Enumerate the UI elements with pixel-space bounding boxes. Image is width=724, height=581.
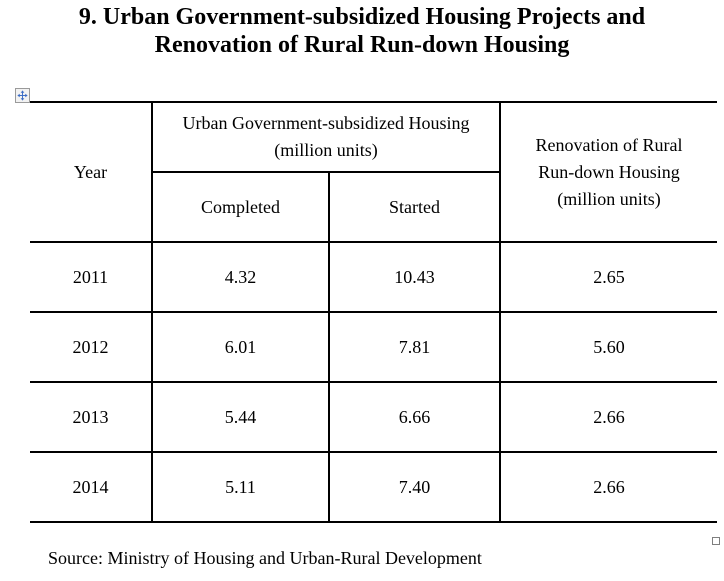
cell-started: 10.43 [327, 241, 502, 313]
header-rural-line2: Run-down Housing [538, 161, 680, 182]
header-cell-rural: Renovation of Rural Run-down Housing (mi… [499, 101, 718, 243]
table-resize-handle[interactable] [712, 537, 720, 545]
cell-started: 6.66 [327, 381, 502, 453]
table-row: 2012 6.01 7.81 5.60 [30, 311, 718, 383]
cell-completed: 4.32 [151, 241, 330, 313]
table-row: 2014 5.11 7.40 2.66 [30, 451, 718, 523]
page-title-line2: Renovation of Rural Run-down Housing [154, 32, 570, 58]
cell-rural: 2.65 [499, 241, 718, 313]
page-title-line1: 9. Urban Government-subsidized Housing P… [78, 4, 646, 30]
header-rural-line3: (million units) [557, 188, 661, 209]
cell-year: 2014 [30, 451, 153, 523]
cell-completed: 5.11 [151, 451, 330, 523]
cell-started: 7.40 [327, 451, 502, 523]
housing-table: Year Urban Government-subsidized Housing… [30, 101, 718, 523]
header-urban-line1: Urban Government-subsidized Housing [182, 113, 470, 133]
header-cell-completed: Completed [151, 171, 330, 243]
cell-year: 2011 [30, 241, 153, 313]
header-cell-year: Year [30, 101, 153, 243]
header-cell-started: Started [327, 171, 502, 243]
cell-rural: 2.66 [499, 381, 718, 453]
cell-started: 7.81 [327, 311, 502, 383]
header-cell-urban-group: Urban Government-subsidized Housing (mil… [150, 101, 502, 173]
cell-completed: 5.44 [151, 381, 330, 453]
page-title: 9. Urban Government-subsidized Housing P… [0, 3, 724, 59]
table-row: 2011 4.32 10.43 2.65 [30, 241, 718, 313]
cell-year: 2012 [30, 311, 153, 383]
table-move-handle[interactable] [15, 88, 30, 103]
cell-rural: 2.66 [499, 451, 718, 523]
cell-rural: 5.60 [499, 311, 718, 383]
source-note: Source: Ministry of Housing and Urban-Ru… [48, 548, 482, 568]
cell-year: 2013 [30, 381, 153, 453]
header-rural-line1: Renovation of Rural [535, 134, 683, 155]
header-urban-line2: (million units) [274, 140, 378, 160]
cell-completed: 6.01 [151, 311, 330, 383]
move-icon [17, 90, 28, 101]
table-row: 2013 5.44 6.66 2.66 [30, 381, 718, 453]
